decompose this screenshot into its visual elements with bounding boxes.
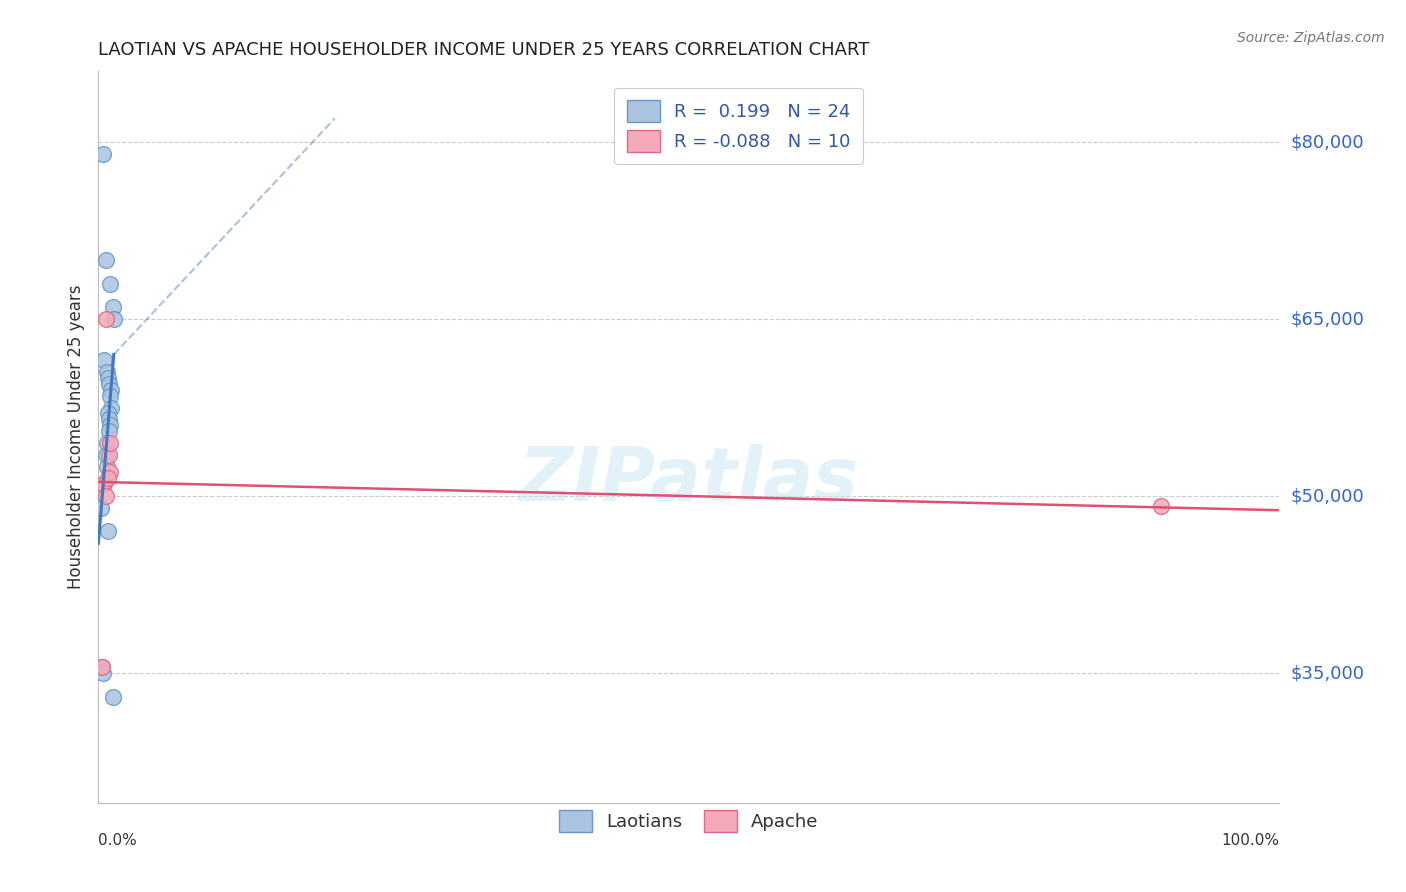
Text: $80,000: $80,000	[1291, 133, 1364, 151]
Point	[97, 371, 120, 385]
Point	[94, 489, 117, 503]
Point	[90, 500, 112, 515]
Point	[91, 477, 114, 491]
Point	[100, 383, 122, 397]
Point	[94, 448, 117, 462]
Point	[98, 412, 121, 426]
Text: $50,000: $50,000	[1291, 487, 1364, 505]
Point	[96, 436, 118, 450]
Point	[91, 666, 114, 681]
Point	[98, 466, 121, 480]
Point	[98, 424, 121, 438]
Point	[100, 401, 122, 415]
Point	[103, 312, 125, 326]
Text: ZIPatlas: ZIPatlas	[519, 444, 859, 517]
Point	[98, 277, 121, 291]
Point	[91, 660, 114, 674]
Point	[98, 418, 121, 433]
Point	[97, 407, 120, 421]
Point	[101, 690, 124, 704]
Point	[91, 660, 114, 674]
Point	[97, 524, 120, 539]
Legend: Laotians, Apache: Laotians, Apache	[547, 797, 831, 845]
Point	[94, 312, 117, 326]
Point	[96, 365, 118, 379]
Point	[93, 477, 115, 491]
Text: 0.0%: 0.0%	[98, 833, 138, 848]
Point	[98, 436, 121, 450]
Point	[98, 448, 121, 462]
Text: LAOTIAN VS APACHE HOUSEHOLDER INCOME UNDER 25 YEARS CORRELATION CHART: LAOTIAN VS APACHE HOUSEHOLDER INCOME UND…	[98, 41, 870, 59]
Point	[93, 353, 115, 368]
Y-axis label: Householder Income Under 25 years: Householder Income Under 25 years	[66, 285, 84, 590]
Text: 100.0%: 100.0%	[1222, 833, 1279, 848]
Point	[101, 301, 124, 315]
Point	[97, 471, 120, 485]
Point	[98, 389, 121, 403]
Text: Source: ZipAtlas.com: Source: ZipAtlas.com	[1237, 31, 1385, 45]
Text: $35,000: $35,000	[1291, 664, 1365, 682]
Point	[96, 459, 118, 474]
Point	[98, 376, 121, 391]
Point	[1150, 499, 1173, 513]
Text: $65,000: $65,000	[1291, 310, 1364, 328]
Point	[94, 253, 117, 268]
Point	[91, 147, 114, 161]
